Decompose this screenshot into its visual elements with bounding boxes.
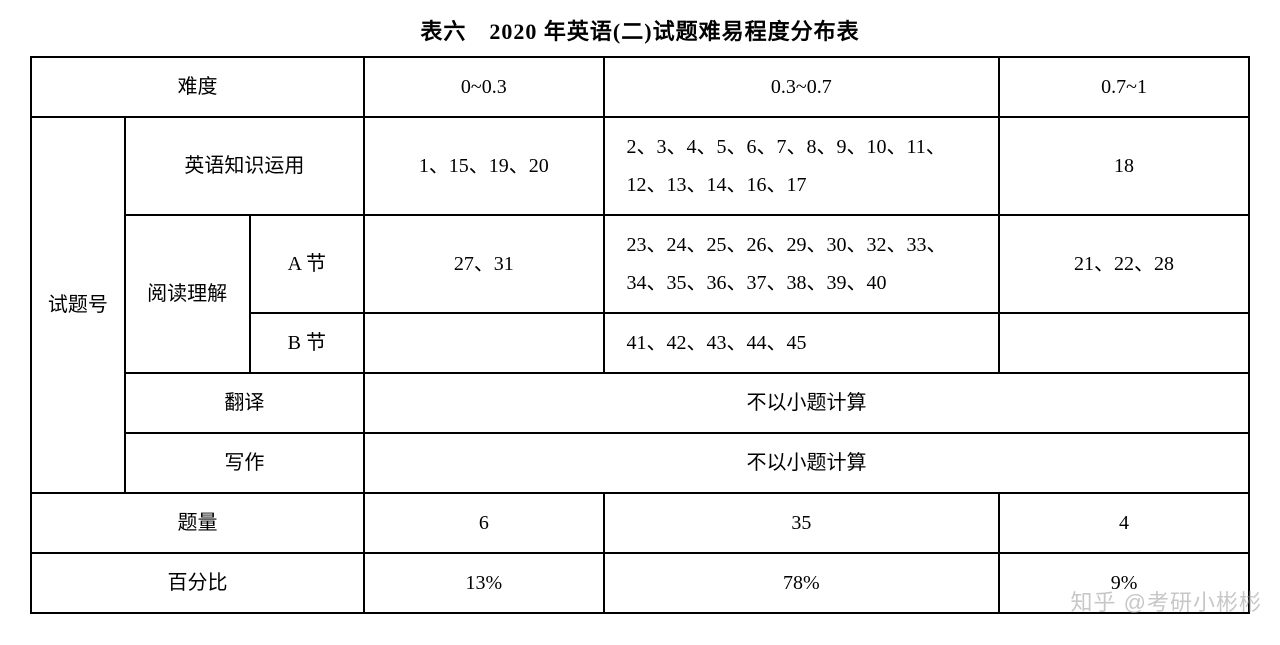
writing-label: 写作 [125, 433, 364, 493]
reading-partB-c3 [999, 313, 1249, 373]
header-col1: 0~0.3 [364, 57, 603, 117]
table-row: 题量 6 35 4 [31, 493, 1249, 553]
table-header-row: 难度 0~0.3 0.3~0.7 0.7~1 [31, 57, 1249, 117]
header-difficulty: 难度 [31, 57, 364, 117]
reading-partB-label: B 节 [250, 313, 365, 373]
reading-partA-label: A 节 [250, 215, 365, 313]
count-c2: 35 [604, 493, 1000, 553]
table-row: 翻译 不以小题计算 [31, 373, 1249, 433]
question-no-label: 试题号 [31, 117, 125, 493]
table-title: 表六 2020 年英语(二)试题难易程度分布表 [30, 14, 1250, 46]
count-c3: 4 [999, 493, 1249, 553]
reading-partA-c2: 23、24、25、26、29、30、32、33、34、35、36、37、38、3… [604, 215, 1000, 313]
difficulty-table: 难度 0~0.3 0.3~0.7 0.7~1 试题号 英语知识运用 1、15、1… [30, 56, 1250, 614]
percent-c1: 13% [364, 553, 603, 613]
header-col2: 0.3~0.7 [604, 57, 1000, 117]
english-usage-c2: 2、3、4、5、6、7、8、9、10、11、12、13、14、16、17 [604, 117, 1000, 215]
table-row: 写作 不以小题计算 [31, 433, 1249, 493]
writing-merged: 不以小题计算 [364, 433, 1249, 493]
english-usage-label: 英语知识运用 [125, 117, 364, 215]
table-row: 试题号 英语知识运用 1、15、19、20 2、3、4、5、6、7、8、9、10… [31, 117, 1249, 215]
count-c1: 6 [364, 493, 603, 553]
english-usage-c3: 18 [999, 117, 1249, 215]
english-usage-c1: 1、15、19、20 [364, 117, 603, 215]
table-row: 阅读理解 A 节 27、31 23、24、25、26、29、30、32、33、3… [31, 215, 1249, 313]
table-row: 百分比 13% 78% 9% [31, 553, 1249, 613]
header-col3: 0.7~1 [999, 57, 1249, 117]
reading-label: 阅读理解 [125, 215, 250, 373]
reading-partA-c3: 21、22、28 [999, 215, 1249, 313]
translation-merged: 不以小题计算 [364, 373, 1249, 433]
reading-partB-c2: 41、42、43、44、45 [604, 313, 1000, 373]
translation-label: 翻译 [125, 373, 364, 433]
percent-c2: 78% [604, 553, 1000, 613]
reading-partA-c1: 27、31 [364, 215, 603, 313]
count-label: 题量 [31, 493, 364, 553]
reading-partB-c1 [364, 313, 603, 373]
percent-c3: 9% [999, 553, 1249, 613]
percent-label: 百分比 [31, 553, 364, 613]
